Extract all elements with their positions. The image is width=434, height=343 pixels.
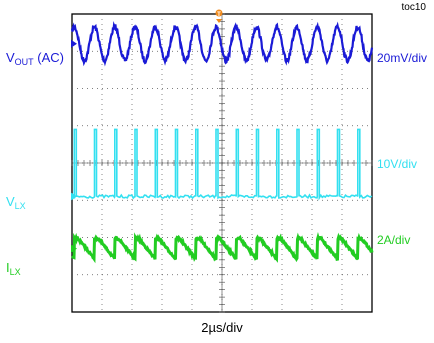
ilx-trace xyxy=(71,232,374,264)
figure-id: toc10 xyxy=(401,2,426,13)
scale-label-3: 2A/div xyxy=(377,233,410,247)
trigger-label: T xyxy=(217,12,221,18)
channel-label-2: VLX xyxy=(6,194,26,211)
scale-label-1: 20mV/div xyxy=(377,51,427,65)
channel-label-1: VOUT (AC) xyxy=(6,50,64,67)
x-axis-label: 2µs/div xyxy=(201,320,243,335)
scope-labels: VOUT (AC) 20mV/div VLX 10V/div ILX 2A/div 2µs/… xyxy=(6,50,427,335)
vlx-trace xyxy=(71,128,373,201)
scope-traces xyxy=(70,21,374,264)
ground-marker-3 xyxy=(71,244,77,253)
trigger-arrow xyxy=(216,19,222,23)
scope-markers: T xyxy=(71,9,223,253)
scale-label-2: 10V/div xyxy=(377,157,417,171)
vout-trace xyxy=(70,21,374,67)
ground-marker-1 xyxy=(71,39,77,48)
channel-label-3: ILX xyxy=(6,260,21,277)
ground-marker-2 xyxy=(71,192,77,201)
trigger-marker xyxy=(215,9,223,17)
